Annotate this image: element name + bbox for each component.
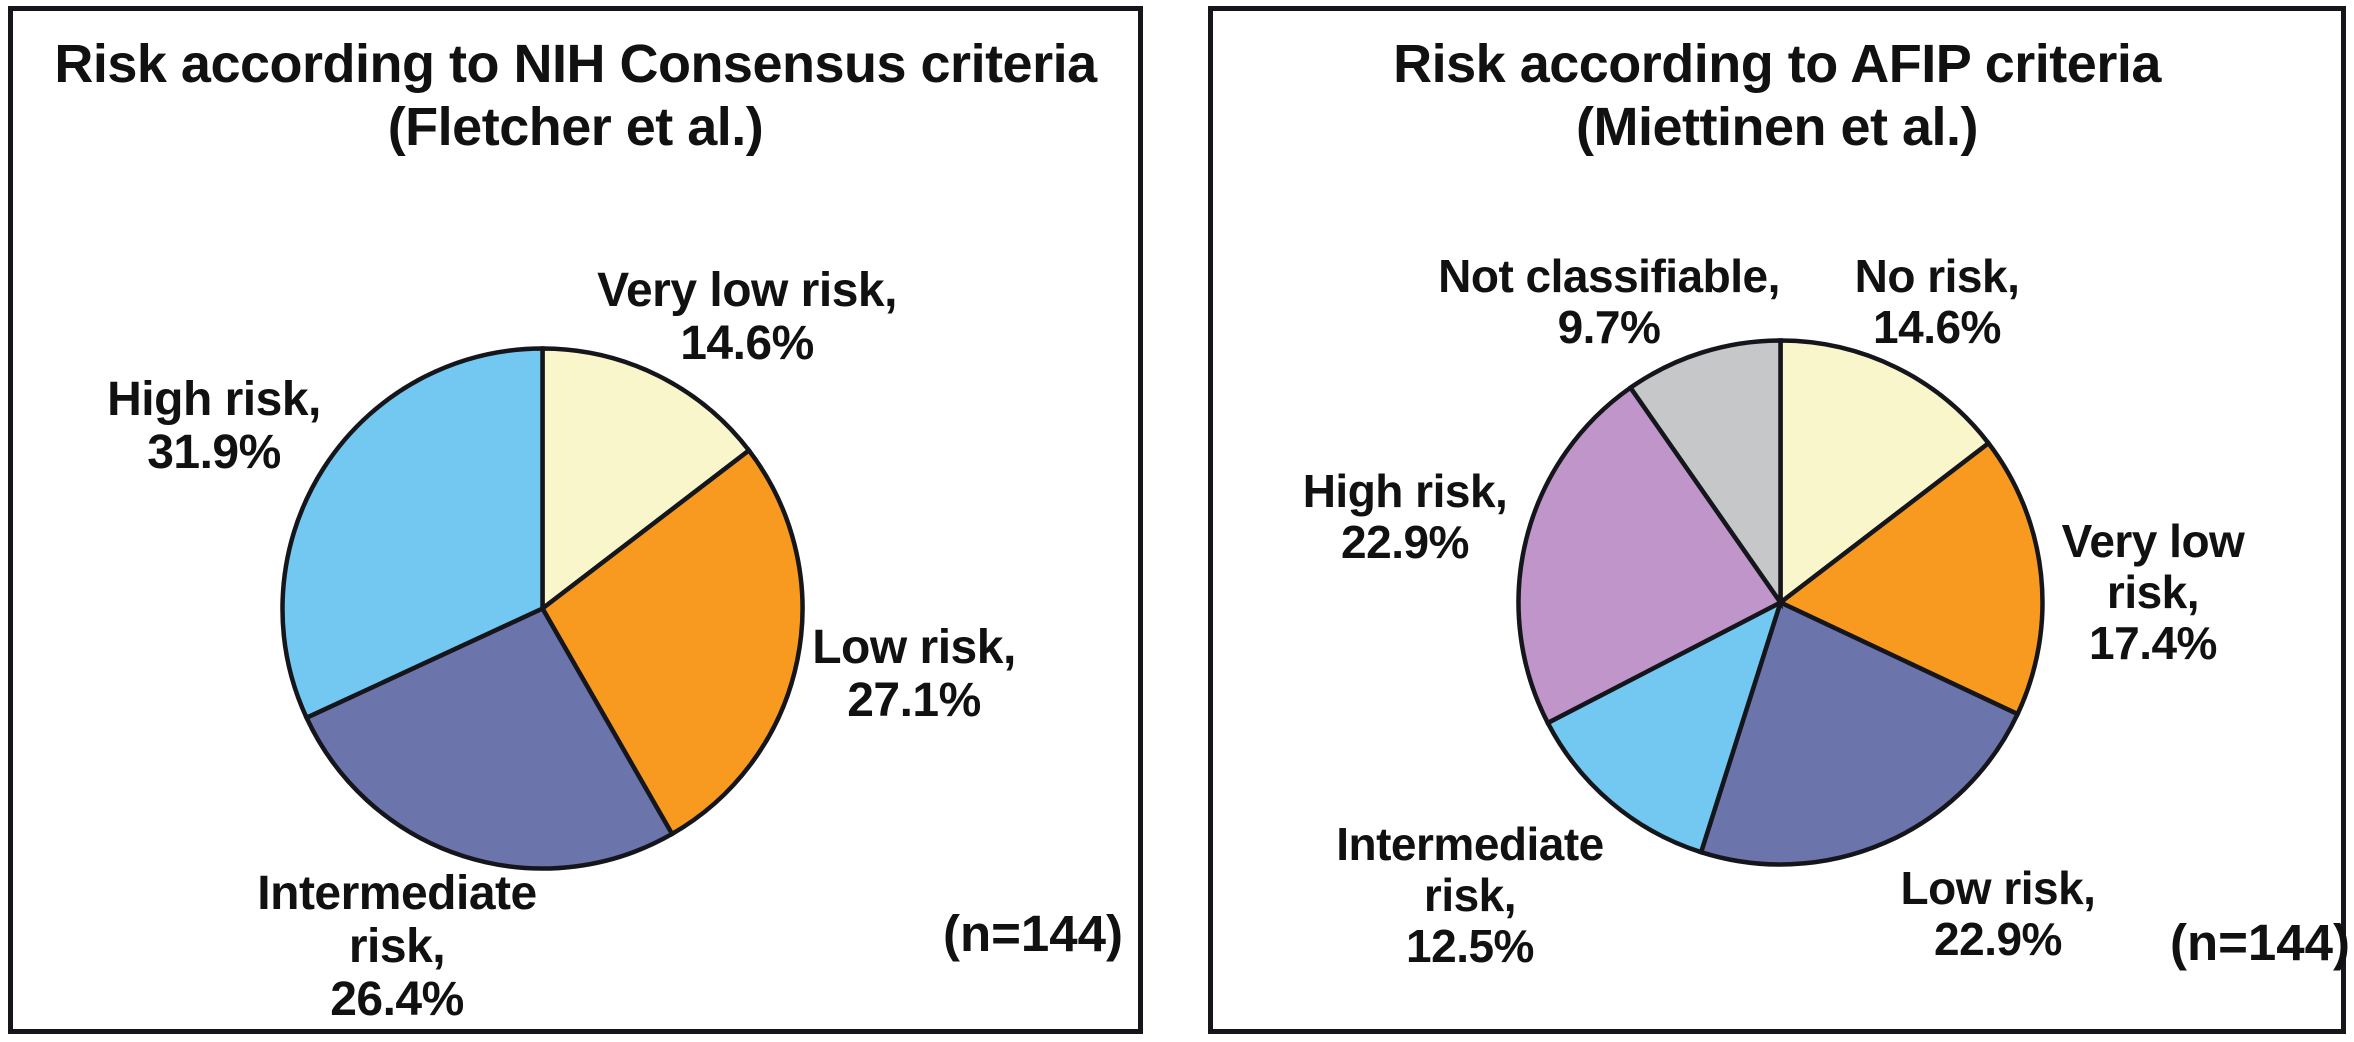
pie-slice-high-risk [279, 345, 545, 721]
slice-label-line: risk, [348, 920, 446, 973]
nih-chart-title-line2: (Fletcher et al.) [387, 97, 764, 157]
pie-slice-no-risk [1777, 337, 1992, 607]
slice-label-line: 22.9% [1934, 913, 2062, 965]
slice-label-very-low-risk: Very low risk, 14.6% [597, 264, 897, 370]
nih-chart-title: Risk according to NIH Consensus criteria… [13, 33, 1138, 159]
pie-slice-not-classifiable [1626, 337, 1783, 610]
pie-slice-very-low-risk [1775, 439, 2045, 717]
slice-label-no-risk: No risk, 14.6% [1855, 251, 2020, 353]
slice-label-line: Very low [2061, 515, 2245, 567]
afip-chart-title: Risk according to AFIP criteria (Miettin… [1213, 33, 2341, 159]
slice-label-line: 14.6% [680, 317, 814, 370]
slice-label-line: risk, [2106, 566, 2200, 618]
slice-label-line: 17.4% [2089, 617, 2217, 669]
pie-slice-intermediate-risk [1544, 597, 1784, 855]
slice-label-line: Low risk, [812, 621, 1016, 674]
nih-consensus-panel: Risk according to NIH Consensus criteria… [8, 6, 1143, 1034]
pie-slice-low-risk [1697, 598, 2021, 867]
slice-label-line: 12.5% [1406, 920, 1534, 972]
slice-label-line: High risk, [107, 373, 321, 426]
slice-label-line: 31.9% [147, 426, 281, 479]
slice-label-line: High risk, [1302, 465, 1508, 517]
slice-label-high-risk: High risk, 22.9% [1303, 466, 1508, 568]
slice-label-not-classifiable: Not classifiable, 9.7% [1438, 251, 1780, 353]
slice-label-high-risk: High risk, 31.9% [107, 373, 321, 479]
afip-sample-size-label: (n=144) [2170, 914, 2350, 971]
pie-slice-low-risk [539, 446, 805, 837]
slice-label-line: Very low risk, [597, 264, 897, 317]
slice-label-intermediate-risk: Intermediate risk, 12.5% [1336, 819, 1604, 972]
slice-label-low-risk: Low risk, 22.9% [1901, 863, 2096, 965]
nih-pie-chart [279, 345, 805, 871]
nih-chart-title-line1: Risk according to NIH Consensus criteria [54, 34, 1097, 94]
slice-label-line: Intermediate [1336, 818, 1604, 870]
slice-label-low-risk: Low risk, 27.1% [812, 621, 1016, 727]
afip-pie-chart [1515, 337, 2045, 867]
afip-chart-title-line1: Risk according to AFIP criteria [1393, 34, 2161, 94]
slice-label-line: 22.9% [1341, 516, 1469, 568]
slice-label-line: Intermediate [257, 867, 537, 920]
afip-panel: Risk according to AFIP criteria (Miettin… [1208, 6, 2350, 1034]
pie-slice-intermediate-risk [303, 605, 675, 871]
slice-label-line: Not classifiable, [1438, 250, 1780, 302]
slice-label-line: Low risk, [1900, 862, 2096, 914]
slice-label-line: 9.7% [1557, 301, 1661, 353]
slice-label-line: 27.1% [847, 674, 981, 727]
slice-label-very-low-risk: Very low risk, 17.4% [2062, 516, 2245, 669]
pie-slice-very-low-risk [539, 345, 752, 613]
afip-chart-title-line2: (Miettinen et al.) [1575, 97, 1979, 157]
nih-sample-size-label: (n=144) [943, 905, 1123, 962]
slice-label-intermediate-risk: Intermediate risk, 26.4% [257, 867, 537, 1026]
slice-label-line: risk, [1423, 869, 1517, 921]
slice-label-line: No risk, [1854, 250, 2020, 302]
pie-slice-high-risk [1515, 384, 1784, 726]
slice-label-line: 14.6% [1873, 301, 2001, 353]
slice-label-line: 26.4% [330, 973, 464, 1026]
